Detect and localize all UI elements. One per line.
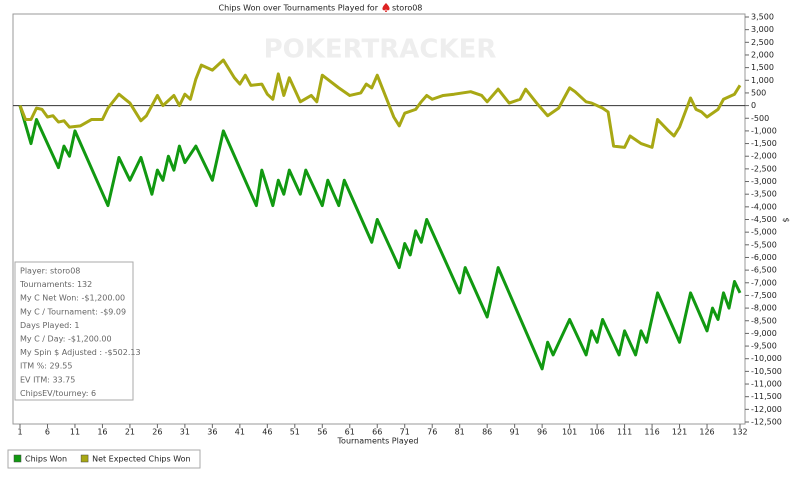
info-line: Player: storo08 (20, 267, 80, 276)
y2-tick-label: -5,500 (751, 240, 777, 249)
y2-tick-label: 1,500 (751, 63, 774, 72)
info-line: EV ITM: 33.75 (20, 375, 75, 384)
y2-tick-label: -4,000 (751, 202, 777, 211)
x-tick-label: 121 (672, 428, 687, 437)
y2-tick-label: -3,500 (751, 190, 777, 199)
info-box (14, 261, 134, 401)
x-tick-label: 26 (152, 428, 162, 437)
y2-tick-label: -12,500 (751, 418, 782, 427)
y2-tick-label: 2,500 (751, 38, 774, 47)
y2-tick-label: -1,000 (751, 126, 777, 135)
info-line: ITM %: 29.55 (20, 362, 72, 371)
y2-tick-label: -7,500 (751, 291, 777, 300)
info-line: My C / Day: -$1,200.00 (20, 335, 112, 344)
y2-tick-label: -4,500 (751, 215, 777, 224)
y2-tick-label: 1,000 (751, 76, 774, 85)
legend (7, 449, 201, 469)
y2-tick-label: -8,000 (751, 304, 777, 313)
x-tick-label: 106 (589, 428, 604, 437)
info-line: Tournaments: 132 (19, 280, 92, 289)
series-line (18, 105, 742, 371)
info-line: My Spin $ Adjusted : -$502.13 (20, 348, 141, 357)
x-tick-label: 41 (235, 428, 245, 437)
x-tick-label: 11 (70, 428, 80, 437)
y2-tick-label: -11,000 (751, 380, 782, 389)
chart-title: Chips Won over Tournaments Played for (219, 4, 379, 13)
x-tick-label: 51 (290, 428, 300, 437)
x-tick-label: 81 (455, 428, 465, 437)
x-tick-label: 91 (510, 428, 520, 437)
y2-tick-label: -11,500 (751, 392, 782, 401)
y2-tick-label: -500 (751, 114, 769, 123)
y2-tick-label: 0 (751, 101, 756, 110)
x-tick-label: 36 (207, 428, 217, 437)
y2-tick-label: -9,500 (751, 342, 777, 351)
legend-label: Net Expected Chips Won (92, 455, 191, 464)
x-tick-label: 66 (372, 428, 382, 437)
legend-label: Chips Won (25, 455, 67, 464)
y2-tick-label: 2,000 (751, 50, 774, 59)
x-tick-label: 86 (482, 428, 492, 437)
x-tick-label: 46 (262, 428, 272, 437)
legend-swatch (80, 454, 89, 463)
y2-tick-label: 500 (751, 88, 766, 97)
x-tick-label: 71 (400, 428, 410, 437)
x-tick-label: 126 (699, 428, 714, 437)
y2-tick-label: -6,500 (751, 266, 777, 275)
watermark: POKERTRACKER (264, 35, 497, 65)
y2-tick-label: -7,000 (751, 278, 777, 287)
x-tick-label: 132 (732, 428, 747, 437)
x-tick-label: 116 (644, 428, 659, 437)
y2-tick-label: -2,500 (751, 164, 777, 173)
y2-tick-label: 3,000 (751, 25, 774, 34)
x-tick-label: 96 (537, 428, 547, 437)
y2-tick-label: -10,500 (751, 367, 782, 376)
y2-tick-label: -2,000 (751, 152, 777, 161)
x-tick-label: 1 (17, 428, 22, 437)
info-line: ChipsEV/tourney: 6 (20, 389, 96, 398)
series-line (18, 58, 742, 149)
y2-tick-label: -12,000 (751, 405, 782, 414)
x-tick-label: 6 (45, 428, 50, 437)
y2-tick-label: -5,000 (751, 228, 777, 237)
x-axis-label: Tournaments Played (337, 437, 419, 446)
y2-tick-label: -1,500 (751, 139, 777, 148)
x-tick-label: 16 (97, 428, 107, 437)
x-tick-label: 31 (180, 428, 190, 437)
legend-swatch (13, 454, 22, 463)
x-tick-label: 76 (427, 428, 437, 437)
y2-axis-label: $ (782, 217, 791, 222)
info-line: My C Net Won: -$1,200.00 (20, 294, 125, 303)
y2-tick-label: -6,000 (751, 253, 777, 262)
x-tick-label: 101 (562, 428, 577, 437)
y2-tick-label: 3,500 (751, 13, 774, 22)
y2-tick-label: -8,500 (751, 316, 777, 325)
info-line: Days Played: 1 (20, 321, 80, 330)
y2-tick-label: -9,000 (751, 329, 777, 338)
y2-tick-label: -10,000 (751, 354, 782, 363)
spade-icon (382, 3, 390, 12)
y2-tick-label: -3,000 (751, 177, 777, 186)
x-tick-label: 56 (317, 428, 327, 437)
x-tick-label: 21 (125, 428, 135, 437)
info-line: My C / Tournament: -$9.09 (20, 307, 126, 316)
x-tick-label: 61 (345, 428, 355, 437)
player-name: storo08 (392, 4, 422, 13)
x-tick-label: 111 (617, 428, 632, 437)
